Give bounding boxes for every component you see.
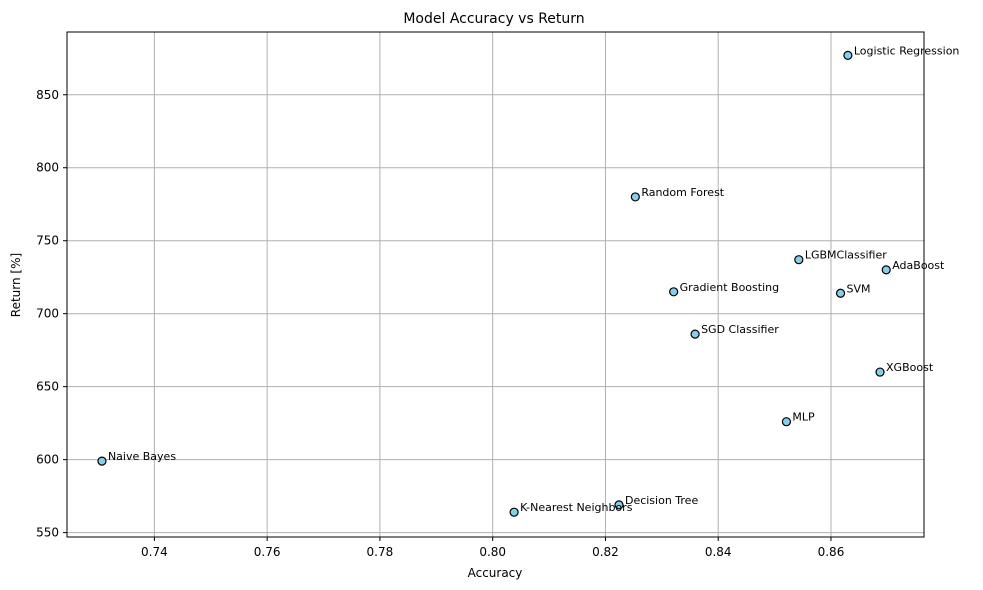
data-point-label: AdaBoost xyxy=(892,259,945,272)
y-tick-label: 550 xyxy=(36,526,59,540)
plot-frame xyxy=(66,31,925,538)
data-point xyxy=(843,50,853,60)
data-point xyxy=(881,265,891,275)
data-point xyxy=(669,287,679,297)
data-point xyxy=(781,417,792,427)
data-point-label: K-Nearest Neighbors xyxy=(520,501,633,514)
chart-title: Model Accuracy vs Return xyxy=(403,11,584,27)
data-point-label: Logistic Regression xyxy=(854,44,960,57)
data-point-label: LGBMClassifier xyxy=(805,249,887,262)
data-point-label: Random Forest xyxy=(641,186,724,199)
x-axis-ticks: 0.74 0.76 0.78 0.80 0.82 0.84 0.86 xyxy=(141,537,844,559)
y-axis-ticks: 550 600 650 700 750 800 850 xyxy=(36,88,67,540)
x-tick-label: 0.86 xyxy=(818,545,845,559)
data-points: Logistic Regression Random Forest LGBMClas… xyxy=(97,44,960,517)
x-tick-label: 0.80 xyxy=(479,545,506,559)
data-point xyxy=(875,367,885,377)
grid xyxy=(67,32,924,537)
data-point-label: SGD Classifier xyxy=(701,323,779,336)
data-point-label: SVM xyxy=(847,282,871,295)
data-point-label: MLP xyxy=(792,411,815,424)
data-point xyxy=(690,329,700,339)
data-point xyxy=(794,255,804,265)
x-tick-label: 0.82 xyxy=(592,545,619,559)
y-tick-label: 850 xyxy=(36,88,59,102)
y-axis-label: Return [%] xyxy=(9,253,23,317)
data-point xyxy=(509,507,519,517)
data-point xyxy=(835,288,846,298)
y-tick-label: 650 xyxy=(36,380,59,394)
data-point-label: XGBoost xyxy=(886,361,934,374)
y-tick-label: 600 xyxy=(36,453,59,467)
data-point xyxy=(97,456,107,466)
x-tick-label: 0.84 xyxy=(705,545,732,559)
x-tick-label: 0.74 xyxy=(141,545,168,559)
x-tick-label: 0.76 xyxy=(254,545,281,559)
data-point xyxy=(614,500,624,510)
data-point-label: Gradient Boosting xyxy=(680,281,779,294)
data-point xyxy=(630,192,640,202)
y-tick-label: 800 xyxy=(36,161,59,175)
y-tick-label: 700 xyxy=(36,307,59,321)
y-tick-label: 750 xyxy=(36,234,59,248)
data-point-label: Decision Tree xyxy=(625,494,698,507)
x-axis-label: Accuracy xyxy=(468,566,523,580)
x-tick-label: 0.78 xyxy=(367,545,394,559)
data-point-label: Naive Bayes xyxy=(108,450,176,463)
